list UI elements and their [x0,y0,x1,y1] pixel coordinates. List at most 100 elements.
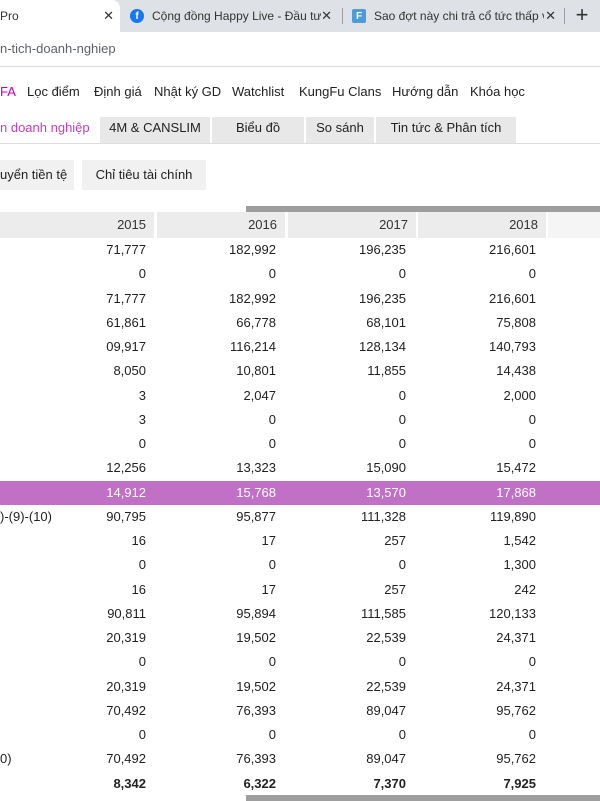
tab-tin-tuc-phan-tich[interactable]: Tin tức & Phân tích [376,117,516,143]
table-row: 3 0 0 0 [0,408,600,432]
tab-luu-chuyen-tien-te[interactable]: uyển tiền tệ [0,160,74,190]
table-row: 61,861 66,778 68,101 75,808 [0,311,600,335]
browser-tab-title: Cộng đồng Happy Live - Đầu tư [152,9,322,23]
cell-2016: 17 [261,533,276,548]
new-tab-button[interactable]: + [575,2,589,27]
cell-2016: 76,393 [236,702,276,718]
tab-bieu-do[interactable]: Biểu đồ [212,117,304,143]
close-tab-icon[interactable]: ✕ [545,8,556,23]
cell-2015: 20,319 [106,630,146,645]
cell-2016: 182,992 [229,290,276,306]
cell-2015: 14,912 [106,484,146,500]
cell-2018: 14,438 [496,363,536,379]
address-bar[interactable]: n-tich-doanh-nghiep [0,32,600,67]
cell-2015: 0 [138,436,146,451]
cell-2016: 6,322 [243,775,276,791]
cell-2015: 12,256 [106,460,146,476]
browser-tab-co-tuc[interactable]: F Sao đợt này chi trả cổ tức thấp v ✕ [344,0,570,32]
close-tab-icon[interactable]: ✕ [321,8,332,23]
cell-2017: 22,539 [366,630,406,645]
tab-so-sanh[interactable]: So sánh [306,117,374,143]
cell-2017: 7,370 [373,775,406,791]
cell-2015: 0 [138,557,146,573]
cell-2018: 7,925 [503,775,536,791]
cell-2017: 257 [384,581,406,597]
table-row: 12,256 13,323 15,090 15,472 [0,456,600,480]
table-row: 3 2,047 0 2,000 [0,384,600,408]
cell-2018: 1,542 [503,533,536,548]
cell-2016: 13,323 [236,460,276,476]
cell-2016: 0 [268,436,276,451]
browser-tab-strip: Pro ✕ f Cộng đồng Happy Live - Đầu tư ✕ … [0,0,600,32]
cell-2018: 2,000 [503,387,536,403]
cell-2017: 68,101 [366,314,406,330]
year-header-2016: 2016 [157,212,285,238]
cell-2016: 182,992 [229,242,276,257]
browser-tab-active[interactable]: Pro ✕ [0,0,120,32]
table-row: 0 0 0 1,300 [0,553,600,577]
table-row: 09,917 116,214 128,134 140,793 [0,335,600,359]
analysis-subtabs: n doanh nghiệp 4M & CANSLIM Biểu đồ So s… [0,117,600,144]
cell-2017: 196,235 [359,290,406,306]
cell-2018: 216,601 [489,242,536,257]
cell-2017: 89,047 [366,751,406,767]
table-row: 71,777 182,992 196,235 216,601 [0,287,600,311]
horizontal-scrollbar-top[interactable] [246,206,600,212]
tab-separator [564,8,565,24]
menu-item-nhat-ky-gd[interactable]: Nhật ký GD [154,84,222,99]
cell-2015: 16 [131,533,146,548]
facebook-icon: f [130,9,144,23]
tab-4m-canslim[interactable]: 4M & CANSLIM [100,117,210,143]
cell-2016: 95,877 [236,508,276,524]
cell-2017: 0 [398,387,406,403]
cell-2016: 95,894 [236,605,276,621]
cell-2018: 15,472 [496,460,536,476]
cell-2018: 242 [514,581,536,597]
table-row: 0 0 0 0 [0,262,600,286]
horizontal-scrollbar-bottom[interactable] [246,795,600,801]
cell-2018: 0 [528,436,536,451]
menu-item-kungfu-clans[interactable]: KungFu Clans [299,84,382,99]
cell-2018: 119,890 [489,508,536,524]
cell-2017: 15,090 [366,460,406,476]
table-row: 0 0 0 0 [0,650,600,674]
browser-tab-happy-live[interactable]: f Cộng đồng Happy Live - Đầu tư ✕ [122,0,346,32]
table-row: 20,319 19,502 22,539 24,371 [0,675,600,699]
cell-2015: 20,319 [106,678,146,694]
tab-separator [342,8,343,24]
cell-2018: 0 [528,727,536,742]
cell-2015: 09,917 [106,339,146,354]
cell-2015: 61,861 [106,314,146,330]
menu-item-huong-dan[interactable]: Hướng dẫn [392,84,459,99]
cell-2016: 10,801 [236,363,276,379]
cell-2017: 111,328 [360,508,406,524]
url-text[interactable]: n-tich-doanh-nghiep [0,41,116,56]
row-label: 0) [0,751,12,767]
cell-2016: 76,393 [236,751,276,767]
cell-2017: 0 [398,654,406,670]
table-row: 16 17 257 242 [0,578,600,602]
cell-2015: 3 [138,387,146,403]
cell-2015: 3 [138,411,146,427]
cell-2018: 75,808 [496,314,536,330]
tab-phan-tich-doanh-nghiep[interactable]: n doanh nghiệp [0,117,98,143]
cell-2017: 111,585 [360,605,406,621]
cell-2015: 16 [131,581,146,597]
cell-2018: 95,762 [496,751,536,767]
cell-2015: 70,492 [106,702,146,718]
menu-item-fa[interactable]: FA [0,84,16,99]
cell-2018: 24,371 [496,678,536,694]
tab-chi-tieu-tai-chinh[interactable]: Chỉ tiêu tài chính [82,160,206,190]
table-row: 0 0 0 0 [0,432,600,456]
menu-item-loc-diem[interactable]: Lọc điểm [27,84,80,99]
cell-2017: 257 [384,533,406,548]
menu-item-watchlist[interactable]: Watchlist [232,84,285,99]
close-tab-icon[interactable]: ✕ [103,8,114,23]
cell-2015: 71,777 [106,242,146,257]
cell-2018: 140,793 [489,339,536,354]
menu-item-dinh-gia[interactable]: Định giá [94,84,142,99]
menu-item-khoa-hoc[interactable]: Khóa học [470,84,525,99]
cell-2018: 24,371 [496,630,536,645]
table-row: 0) 70,492 76,393 89,047 95,762 [0,747,600,771]
row-label: )-(9)-(10) [0,508,52,524]
